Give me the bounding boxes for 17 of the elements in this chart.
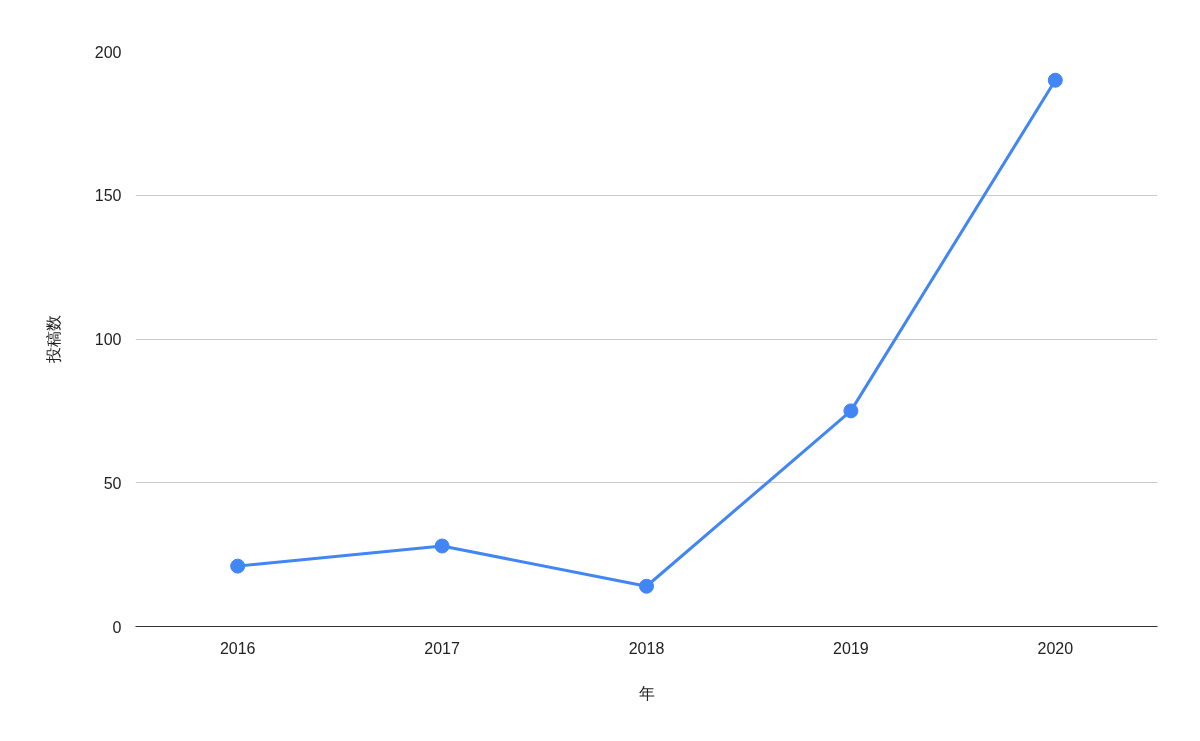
point bbox=[1047, 72, 1063, 88]
x-tick-label: 2016 bbox=[219, 639, 256, 657]
y-tick-label: 0 bbox=[112, 618, 122, 636]
y-axis-title: 投稿数 bbox=[44, 315, 62, 364]
x-tick-label: 2018 bbox=[628, 639, 665, 657]
point bbox=[434, 538, 450, 554]
x-tick-label: 2017 bbox=[424, 639, 460, 657]
x-tick-label: 2020 bbox=[1037, 639, 1074, 657]
y-tick-label: 200 bbox=[94, 43, 122, 61]
y-tick-label: 100 bbox=[94, 331, 122, 348]
x-axis-title: 年 bbox=[638, 684, 655, 702]
y-tick-label: 150 bbox=[94, 187, 122, 205]
point bbox=[639, 578, 654, 594]
y-tick-label: 50 bbox=[103, 474, 122, 492]
x-tick-label: 2019 bbox=[833, 639, 869, 657]
point bbox=[843, 403, 859, 419]
point bbox=[230, 558, 246, 574]
